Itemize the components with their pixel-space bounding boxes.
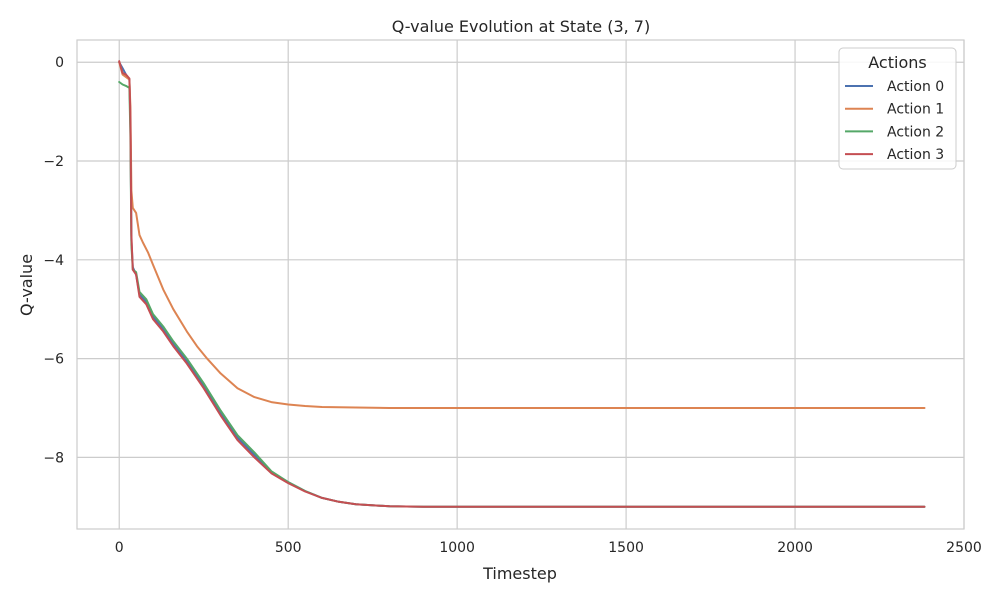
legend-label: Action 0 [887,79,944,95]
x-tick-label: 2000 [777,540,813,556]
legend-box [838,47,957,170]
legend-label: Action 1 [887,102,944,118]
x-tick-label: 1000 [439,540,475,556]
x-tick-label: 500 [275,540,302,556]
legend: Actions Action 0 Action 1 Action 2 Action 3 [838,47,957,170]
plot-frame [76,39,965,530]
x-tick-label: 2500 [946,540,982,556]
y-tick-label: −2 [43,154,64,170]
x-tick-label: 0 [115,540,124,556]
y-tick-label: −6 [43,352,64,368]
x-axis-title: Timestep [482,564,557,583]
y-tick-labels: 0 −2 −4 −6 −8 [43,55,64,466]
y-tick-label: −4 [43,253,64,269]
x-tick-labels: 0 500 1000 1500 2000 2500 [115,540,982,556]
series-line-action-1 [118,61,926,409]
series-lines [118,60,926,508]
y-tick-label: 0 [55,55,64,71]
legend-label: Action 3 [887,147,944,163]
x-tick-label: 1500 [608,540,644,556]
series-line-action-3 [118,60,926,508]
chart-title: Q-value Evolution at State (3, 7) [392,17,650,36]
y-tick-label: −8 [43,450,64,466]
y-axis-title: Q-value [17,254,36,316]
legend-title: Actions [868,53,926,72]
legend-label: Action 2 [887,124,944,140]
grid [77,40,965,529]
series-line-action-0 [118,61,926,508]
